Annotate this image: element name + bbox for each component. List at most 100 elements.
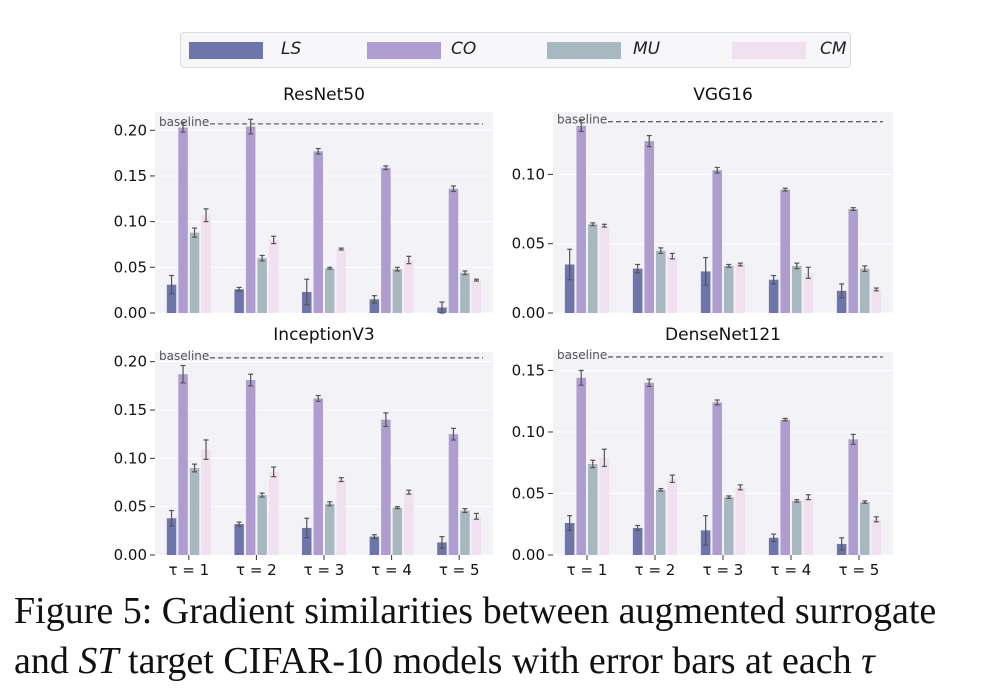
bar-densenet121-co bbox=[848, 439, 858, 555]
panel-title-resnet50: ResNet50 bbox=[283, 85, 365, 105]
caption-st: ST bbox=[78, 640, 119, 682]
bar-inceptionv3-ls bbox=[369, 536, 380, 555]
chart-panel-vgg16: VGG16 0.00 0.05 0.10 baseline bbox=[512, 85, 893, 322]
bar-vgg16-co bbox=[576, 125, 586, 314]
bar-densenet121-cm bbox=[599, 457, 610, 555]
bar-resnet50-mu bbox=[257, 258, 267, 313]
chart-panel-densenet121: DenseNet121 0.00 0.05 0.10 0.15 τ = 1 τ = 2 τ =… bbox=[512, 325, 893, 579]
y-tick-label-resnet50: 0.15 bbox=[114, 167, 147, 185]
bar-resnet50-mu bbox=[325, 268, 335, 313]
plot-area-densenet121 bbox=[553, 352, 893, 555]
chart-grid: ResNet50 0.00 0.05 0.10 0.15 0.20 baseline VGG1… bbox=[114, 85, 893, 579]
bar-densenet121-cm bbox=[803, 497, 814, 555]
legend-label-co: CO bbox=[451, 39, 477, 59]
caption-tau: τ bbox=[861, 640, 875, 682]
bar-inceptionv3-mu bbox=[460, 510, 470, 555]
caption-text-a: and bbox=[14, 640, 79, 682]
legend-label-cm: CM bbox=[820, 39, 847, 59]
bar-inceptionv3-ls bbox=[234, 524, 244, 555]
bar-resnet50-mu bbox=[392, 269, 403, 313]
chart-panel-inceptionv3: InceptionV3 0.00 0.05 0.10 0.15 0.20 τ = 1 τ = … bbox=[114, 325, 493, 579]
y-tick-label-densenet121: 0.05 bbox=[512, 484, 545, 502]
bar-vgg16-mu bbox=[656, 250, 666, 313]
bar-inceptionv3-ls bbox=[166, 518, 177, 555]
caption-text-b: target CIFAR-10 models with error bars a… bbox=[118, 640, 862, 682]
y-tick-label-vgg16: 0.05 bbox=[512, 235, 545, 253]
bar-vgg16-co bbox=[644, 141, 654, 313]
bar-densenet121-cm bbox=[667, 478, 678, 555]
bar-vgg16-co bbox=[848, 209, 858, 313]
bar-densenet121-co bbox=[780, 419, 790, 555]
bar-inceptionv3-cm bbox=[336, 479, 346, 555]
y-tick-label-resnet50: 0.20 bbox=[114, 121, 147, 139]
bar-resnet50-co bbox=[178, 127, 188, 313]
bar-resnet50-mu bbox=[460, 272, 470, 313]
bar-vgg16-ls bbox=[700, 271, 711, 313]
panel-title-vgg16: VGG16 bbox=[693, 85, 753, 105]
legend-label-mu: MU bbox=[633, 39, 661, 59]
bar-densenet121-mu bbox=[724, 497, 734, 555]
plot-area-inceptionv3 bbox=[155, 352, 493, 555]
panel-title-densenet121: DenseNet121 bbox=[665, 325, 781, 345]
bar-inceptionv3-mu bbox=[325, 503, 335, 555]
bar-vgg16-cm bbox=[735, 264, 746, 313]
y-tick-label-inceptionv3: 0.00 bbox=[114, 546, 147, 564]
baseline-label-inceptionv3: baseline bbox=[159, 349, 209, 363]
bar-inceptionv3-co bbox=[381, 419, 391, 555]
bar-vgg16-ls bbox=[836, 290, 847, 313]
y-tick-label-resnet50: 0.00 bbox=[114, 304, 147, 322]
bar-densenet121-co bbox=[644, 382, 654, 555]
bar-inceptionv3-cm bbox=[201, 449, 211, 555]
bar-vgg16-cm bbox=[803, 272, 814, 313]
y-tick-label-inceptionv3: 0.05 bbox=[114, 498, 147, 516]
bar-resnet50-cm bbox=[201, 215, 211, 313]
bar-resnet50-ls bbox=[166, 284, 177, 313]
bar-vgg16-co bbox=[780, 189, 790, 313]
bar-vgg16-ls bbox=[632, 268, 643, 313]
y-tick-label-inceptionv3: 0.15 bbox=[114, 401, 147, 419]
legend-swatch-cm bbox=[732, 42, 806, 59]
baseline-label-resnet50: baseline bbox=[159, 115, 209, 129]
y-tick-label-densenet121: 0.00 bbox=[512, 546, 545, 564]
x-tick-label-densenet121: τ = 3 bbox=[703, 561, 744, 579]
bar-densenet121-ls bbox=[632, 527, 643, 555]
bar-vgg16-mu bbox=[588, 224, 598, 313]
bar-inceptionv3-co bbox=[448, 434, 459, 555]
bar-vgg16-cm bbox=[667, 256, 678, 313]
x-tick-label-densenet121: τ = 5 bbox=[839, 561, 880, 579]
y-tick-label-vgg16: 0.00 bbox=[512, 304, 545, 322]
bar-vgg16-mu bbox=[724, 265, 734, 313]
bar-densenet121-mu bbox=[860, 502, 870, 555]
y-tick-label-resnet50: 0.05 bbox=[114, 258, 147, 276]
plot-area-vgg16 bbox=[553, 112, 893, 313]
y-tick-label-resnet50: 0.10 bbox=[114, 213, 147, 231]
x-tick-label-inceptionv3: τ = 1 bbox=[168, 561, 209, 579]
baseline-label-densenet121: baseline bbox=[557, 348, 607, 362]
figure-caption: Figure 5: Gradient similarities between … bbox=[14, 586, 999, 686]
bar-resnet50-co bbox=[313, 151, 323, 313]
bar-inceptionv3-cm bbox=[404, 492, 414, 555]
bar-densenet121-cm bbox=[871, 519, 882, 555]
bar-densenet121-mu bbox=[792, 500, 802, 555]
bar-resnet50-co bbox=[381, 167, 391, 313]
baseline-label-vgg16: baseline bbox=[557, 113, 607, 127]
x-tick-label-inceptionv3: τ = 3 bbox=[304, 561, 345, 579]
bar-inceptionv3-co bbox=[245, 380, 256, 555]
bar-vgg16-ls bbox=[768, 279, 779, 313]
bar-inceptionv3-co bbox=[313, 398, 323, 555]
bar-resnet50-cm bbox=[404, 260, 414, 313]
x-tick-label-inceptionv3: τ = 2 bbox=[236, 561, 277, 579]
bar-inceptionv3-mu bbox=[257, 495, 267, 555]
y-tick-label-inceptionv3: 0.20 bbox=[114, 353, 147, 371]
bar-densenet121-mu bbox=[656, 489, 666, 555]
bar-inceptionv3-cm bbox=[268, 471, 279, 555]
bar-resnet50-co bbox=[245, 126, 256, 313]
bar-vgg16-mu bbox=[792, 265, 802, 313]
bar-vgg16-cm bbox=[871, 289, 882, 313]
bar-densenet121-ls bbox=[768, 537, 779, 555]
x-tick-label-densenet121: τ = 1 bbox=[567, 561, 608, 579]
bar-resnet50-cm bbox=[268, 239, 279, 313]
bar-inceptionv3-mu bbox=[392, 507, 403, 555]
bar-densenet121-co bbox=[576, 377, 586, 555]
bar-resnet50-cm bbox=[336, 249, 346, 313]
